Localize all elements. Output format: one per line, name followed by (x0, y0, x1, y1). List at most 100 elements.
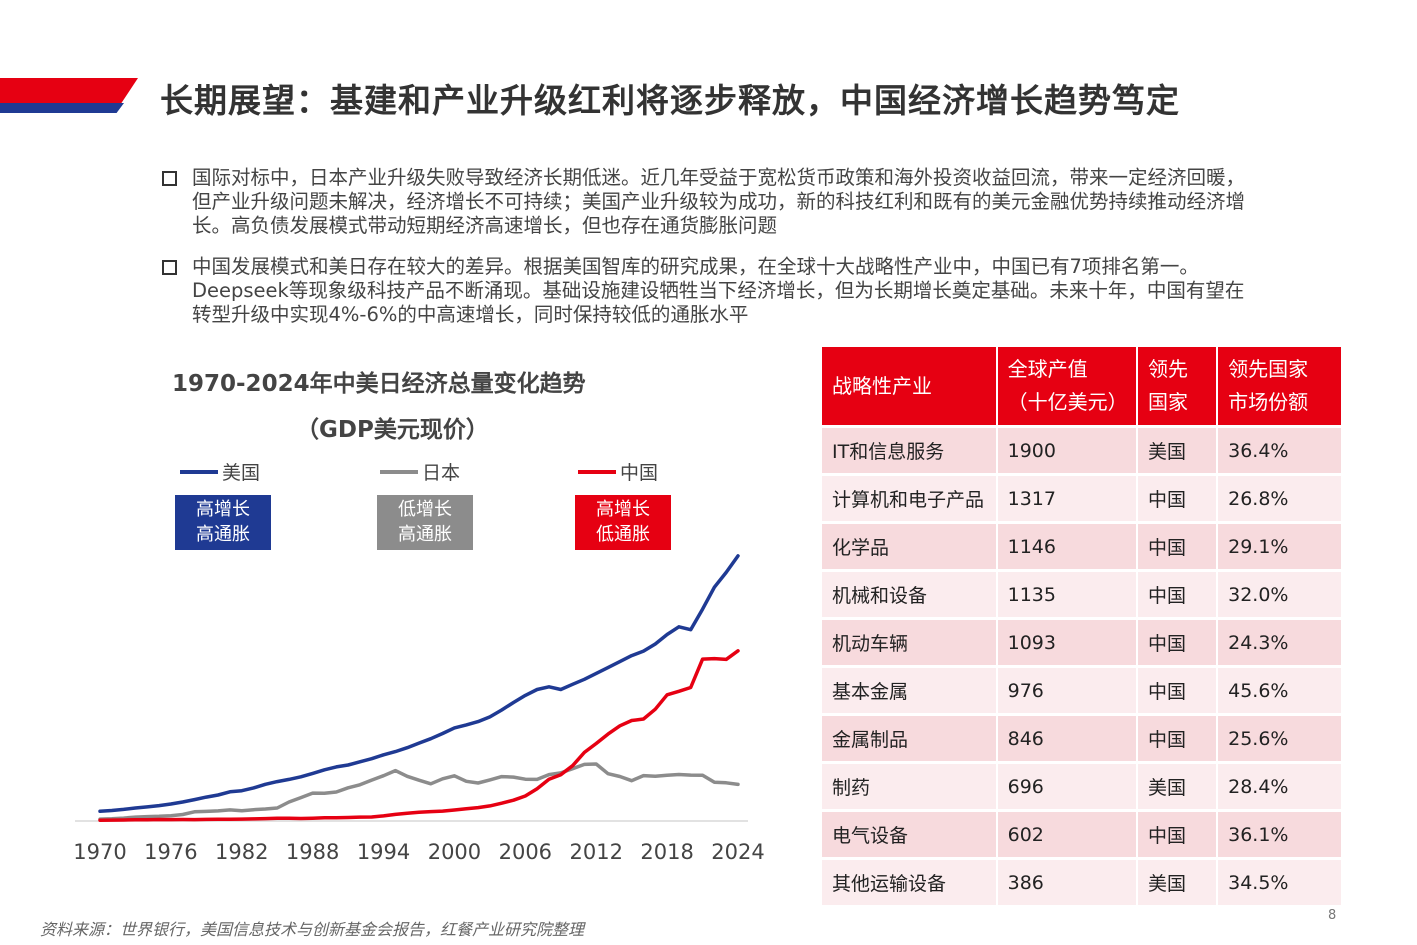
table-header-row: 战略性产业 全球产值 （十亿美元） 领先 国家 领先国家 市场份额 (822, 347, 1343, 425)
legend-line (380, 469, 418, 474)
table-cell: 26.8% (1218, 473, 1343, 521)
table-cell: 32.0% (1218, 569, 1343, 617)
table-cell: 25.6% (1218, 713, 1343, 761)
header-text: 市场份额 (1228, 390, 1309, 414)
x-tick-label: 1994 (356, 840, 411, 864)
page-title: 长期展望：基建和产业升级红利将逐步释放，中国经济增长趋势笃定 (160, 81, 1180, 120)
legend-label: 日本 (422, 462, 461, 484)
x-tick-label: 2018 (640, 840, 694, 864)
square-bullet-icon (162, 171, 177, 186)
page-number: 8 (1328, 908, 1337, 923)
header-text: 领先国家 (1228, 357, 1309, 381)
x-tick-label: 2012 (569, 840, 623, 864)
bullet-text: 国际对标中，日本产业升级失败导致经济长期低迷。近几年受益于宽松货币政策和海外投资… (192, 166, 1246, 237)
legend-us: 美国 (180, 458, 260, 485)
x-tick-label: 1970 (73, 840, 127, 864)
legend-line (578, 469, 616, 474)
table-cell: IT和信息服务 (822, 425, 998, 473)
x-tick-label: 1976 (144, 840, 198, 864)
square-bullet-icon (162, 260, 177, 275)
series-line-china (98, 649, 740, 822)
table-cell: 34.5% (1218, 857, 1343, 905)
table-cell: 中国 (1137, 617, 1219, 665)
tag-line: 高增长 (596, 499, 650, 520)
table-cell: 机动车辆 (822, 617, 998, 665)
legend-japan: 日本 (380, 458, 460, 485)
series-line-japan (98, 762, 740, 821)
table-cell: 中国 (1137, 809, 1219, 857)
table-cell: 1093 (997, 617, 1138, 665)
legend-china: 中国 (578, 458, 658, 485)
table-cell: 386 (997, 857, 1138, 905)
table-cell: 中国 (1137, 713, 1219, 761)
table-cell: 24.3% (1218, 617, 1343, 665)
column-header: 战略性产业 (822, 347, 998, 425)
legend-label: 中国 (620, 462, 659, 484)
x-tick-label: 2006 (498, 840, 553, 864)
bullet-text: 中国发展模式和美日存在较大的差异。根据美国智库的研究成果，在全球十大战略性产业中… (192, 255, 1245, 326)
legend-line (180, 469, 218, 474)
table-cell: 45.6% (1218, 665, 1343, 713)
table-row: 电气设备 602 中国 36.1% (822, 809, 1343, 857)
x-tick-label: 1982 (215, 840, 269, 864)
table-cell: 美国 (1137, 425, 1219, 473)
table-cell: 中国 (1137, 569, 1219, 617)
column-header: 领先 国家 (1137, 347, 1219, 425)
column-header: 全球产值 （十亿美元） (997, 347, 1138, 425)
x-tick-label: 1988 (285, 840, 340, 864)
tag-line: 高通胀 (196, 524, 250, 545)
table-cell: 制药 (822, 761, 998, 809)
table-cell: 1317 (997, 473, 1138, 521)
chart-title: 1970-2024年中美日经济总量变化趋势 (172, 371, 586, 397)
table-cell: 29.1% (1218, 521, 1343, 569)
x-tick-label: 2000 (427, 840, 482, 864)
table-cell: 846 (997, 713, 1138, 761)
tag-japan: 低增长 高通胀 (377, 495, 473, 550)
bullet-2: 中国发展模式和美日存在较大的差异。根据美国智库的研究成果，在全球十大战略性产业中… (162, 255, 1262, 327)
column-header: 领先国家 市场份额 (1218, 347, 1343, 425)
table-row: 其他运输设备 386 美国 34.5% (822, 857, 1343, 905)
tag-china: 高增长 低通胀 (575, 495, 671, 550)
strategic-industries-table: 战略性产业 全球产值 （十亿美元） 领先 国家 领先国家 市场份额 IT和信息服务 1900 美… (822, 347, 1343, 905)
table-cell: 美国 (1137, 857, 1219, 905)
table-cell: 基本金属 (822, 665, 998, 713)
header-text: 国家 (1147, 390, 1188, 414)
title-accent-red (0, 78, 138, 103)
header-text: （十亿美元） (1007, 390, 1128, 414)
series-line-us (98, 554, 740, 814)
table-cell: 中国 (1137, 473, 1219, 521)
table-cell: 美国 (1137, 761, 1219, 809)
title-accent-blue (0, 103, 124, 113)
bullet-1: 国际对标中，日本产业升级失败导致经济长期低迷。近几年受益于宽松货币政策和海外投资… (162, 166, 1262, 238)
table-row: 基本金属 976 中国 45.6% (822, 665, 1343, 713)
table-row: 机动车辆 1093 中国 24.3% (822, 617, 1343, 665)
header-text: 领先 (1147, 357, 1188, 381)
table-cell: 其他运输设备 (822, 857, 998, 905)
tag-line: 低增长 (398, 499, 452, 520)
x-tick-label: 2024 (711, 840, 765, 864)
source-note: 资料来源：世界银行，美国信息技术与创新基金会报告，红餐产业研究院整理 (40, 920, 585, 939)
table-row: 制药 696 美国 28.4% (822, 761, 1343, 809)
tag-line: 高通胀 (398, 524, 452, 545)
table-cell: 36.4% (1218, 425, 1343, 473)
tag-line: 高增长 (196, 499, 250, 520)
table-cell: 28.4% (1218, 761, 1343, 809)
header-text: 全球产值 (1007, 357, 1088, 381)
table-row: 化学品 1146 中国 29.1% (822, 521, 1343, 569)
table-row: 计算机和电子产品 1317 中国 26.8% (822, 473, 1343, 521)
chart-subtitle: （GDP美元现价） (296, 417, 489, 443)
table-row: IT和信息服务 1900 美国 36.4% (822, 425, 1343, 473)
table-cell: 金属制品 (822, 713, 998, 761)
tag-line: 低通胀 (596, 524, 650, 545)
table-cell: 中国 (1137, 665, 1219, 713)
table-cell: 696 (997, 761, 1138, 809)
legend-label: 美国 (222, 462, 261, 484)
table-cell: 化学品 (822, 521, 998, 569)
table-cell: 1135 (997, 569, 1138, 617)
table-cell: 电气设备 (822, 809, 998, 857)
tag-us: 高增长 高通胀 (175, 495, 271, 550)
table-cell: 976 (997, 665, 1138, 713)
table-cell: 602 (997, 809, 1138, 857)
